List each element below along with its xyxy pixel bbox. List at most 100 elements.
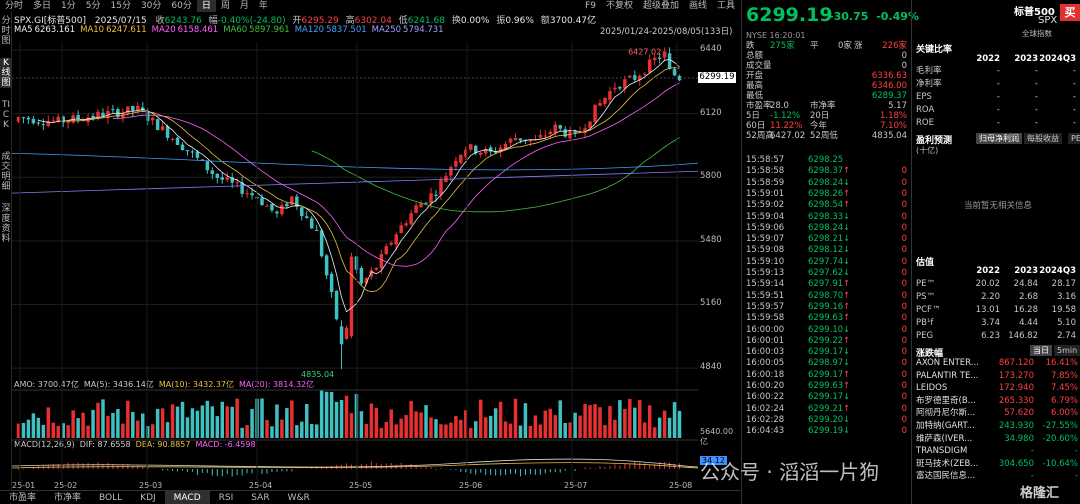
valuation-value: 20.02 <box>975 279 1000 289</box>
toolbar-right-3[interactable]: 画线 <box>688 1 707 11</box>
mover-row[interactable]: 维萨森(IVER... 34.980 -20.60% <box>916 434 1078 444</box>
arrow-up-icon: ↑ <box>843 369 851 380</box>
arrow-up-icon: ↑ <box>843 188 851 199</box>
ratio-name: EPS <box>916 92 932 102</box>
indicator-tab-4[interactable]: MACD <box>164 490 210 504</box>
ratio-value: - <box>996 118 1000 128</box>
volume-bar <box>633 407 637 438</box>
tick-price: 6298.24 <box>808 222 844 233</box>
volume-bar <box>558 400 562 438</box>
indicator-tab-2[interactable]: BOLL <box>99 492 123 503</box>
forecast-tab-0[interactable]: 归母净利润 <box>976 133 1022 144</box>
period-tab-7[interactable]: 日 <box>196 0 216 12</box>
valuation-value: 28.17 <box>1051 279 1076 289</box>
tick-price: 6299.17 <box>808 347 844 358</box>
candle <box>260 193 264 206</box>
indicator-tab-6[interactable]: SAR <box>251 492 270 503</box>
volume-bar <box>309 423 314 438</box>
tick-volume: 0 <box>901 222 907 233</box>
candle <box>230 172 234 189</box>
arrow-down-icon: ↓ <box>843 324 851 335</box>
price-tick: 5160 <box>700 298 722 309</box>
candle <box>488 145 493 157</box>
period-tab-8[interactable]: 周 <box>220 1 230 11</box>
valuation-value: 146.82 <box>1008 331 1038 341</box>
arrow-up-icon: ↑ <box>843 301 851 312</box>
volume-bar <box>136 420 140 438</box>
mover-row[interactable]: TRANSDIGM - - <box>916 446 1078 456</box>
forecast-tab-1[interactable]: 每股收益 <box>1024 133 1062 144</box>
quote-cell: 6336.63 <box>871 71 907 81</box>
buy-button[interactable]: 买 <box>1060 4 1080 21</box>
left-tab-3[interactable]: 成交明细 <box>1 152 11 192</box>
period-tab-10[interactable]: 年 <box>258 1 268 11</box>
period-tab-5[interactable]: 30分 <box>140 1 162 11</box>
macd-dea: DEA: 90.8857 <box>136 440 191 449</box>
mover-row[interactable]: PALANTIR TE... 173.270 7.85% <box>916 371 1078 381</box>
tick-price: 6298.33 <box>808 211 844 222</box>
candle <box>473 144 478 156</box>
amo-legend: AMO: 3700.47亿 MA(5): 3436.14亿 MA(10): 3432… <box>14 379 314 389</box>
valuation-name: PEG <box>916 331 934 341</box>
ratios-title: 关键比率 <box>916 45 953 55</box>
period-tab-1[interactable]: 多日 <box>33 1 52 11</box>
indicator-tab-7[interactable]: W&R <box>287 492 310 503</box>
mover-row[interactable]: AXON ENTER... 867.120 16.41% <box>916 358 1078 368</box>
period-tab-9[interactable]: 月 <box>239 1 249 11</box>
tick-row: 16:04:43 6299.19 ↓ 0 <box>742 426 911 436</box>
left-tab-4[interactable]: 深度资料 <box>1 204 11 244</box>
volume-bar <box>290 400 294 438</box>
toolbar-right-0[interactable]: F9 <box>585 1 596 11</box>
volume-bar <box>563 422 567 438</box>
tick-volume: 0 <box>901 256 907 267</box>
toolbar-right-4[interactable]: 工具 <box>716 1 735 11</box>
volume-bar <box>359 411 364 438</box>
mover-name: PALANTIR TE... <box>916 370 979 381</box>
period-tab-4[interactable]: 15分 <box>110 1 131 11</box>
toolbar-right-1[interactable]: 不复权 <box>605 1 633 11</box>
mover-row[interactable]: 阿彻丹尼尔斯... 57.620 6.00% <box>916 408 1078 418</box>
mover-row[interactable]: 布罗德里奇(B... 265.330 6.79% <box>916 396 1078 406</box>
mover-row[interactable]: 斑马技术(ZEB... 304.650 -10.64% <box>916 459 1078 469</box>
volume-bar <box>116 409 120 438</box>
quote-cell: 跌 <box>746 41 755 51</box>
mover-tab-1[interactable]: 5min <box>1054 345 1080 356</box>
mover-row[interactable]: LEIDOS 172.940 7.45% <box>916 383 1078 393</box>
period-tab-3[interactable]: 5分 <box>85 1 101 11</box>
volume-bar <box>638 400 642 438</box>
quote-cell: 6427.02 <box>770 131 806 141</box>
volume-bar <box>459 419 463 438</box>
ratio-value: - <box>996 92 1000 102</box>
mover-change: 7.85% <box>1050 370 1078 381</box>
candle <box>160 121 165 131</box>
valuation-value: 2.68 <box>1019 292 1038 302</box>
quote-cell: 总额 <box>746 51 764 61</box>
volume-bar <box>96 402 100 438</box>
mover-name: 富达国民信息... <box>916 471 976 482</box>
period-tab-6[interactable]: 60分 <box>171 1 192 11</box>
mover-tab-0[interactable]: 当日 <box>1030 345 1052 356</box>
indicator-tab-3[interactable]: KDJ <box>140 492 156 503</box>
forecast-tab-2[interactable]: PE <box>1068 133 1080 144</box>
mover-row[interactable]: 富达国民信息... - - <box>916 471 1078 481</box>
kline-chart[interactable]: 6427.02 4835.04 AMO: 3700.47亿 MA(5): 3436.1… <box>12 36 698 490</box>
toolbar-right-2[interactable]: 超级叠加 <box>642 1 679 11</box>
tick-time: 15:59:57 <box>746 301 785 312</box>
period-tab-0[interactable]: 分时 <box>5 1 24 11</box>
period-tab-2[interactable]: 1分 <box>61 1 76 11</box>
candle <box>493 147 498 155</box>
candle <box>111 104 115 114</box>
volume-bar <box>314 424 319 438</box>
indicator-tab-1[interactable]: 市净率 <box>54 492 82 503</box>
left-tab-0[interactable]: 分时图 <box>1 16 11 46</box>
mover-row[interactable]: 加特纳(GART... 243.930 -27.55% <box>916 421 1078 431</box>
candle <box>588 121 592 129</box>
left-tab-1[interactable]: K线图 <box>0 58 12 88</box>
indicator-tab-5[interactable]: RSI <box>218 492 234 503</box>
indicator-tab-0[interactable]: 市盈率 <box>9 492 37 503</box>
arrow-down-icon: ↓ <box>843 256 851 267</box>
volume-bar <box>593 404 597 438</box>
tick-price: 6299.20 <box>808 414 844 425</box>
tick-volume: 0 <box>901 392 907 403</box>
left-tab-2[interactable]: TICK <box>1 100 11 130</box>
